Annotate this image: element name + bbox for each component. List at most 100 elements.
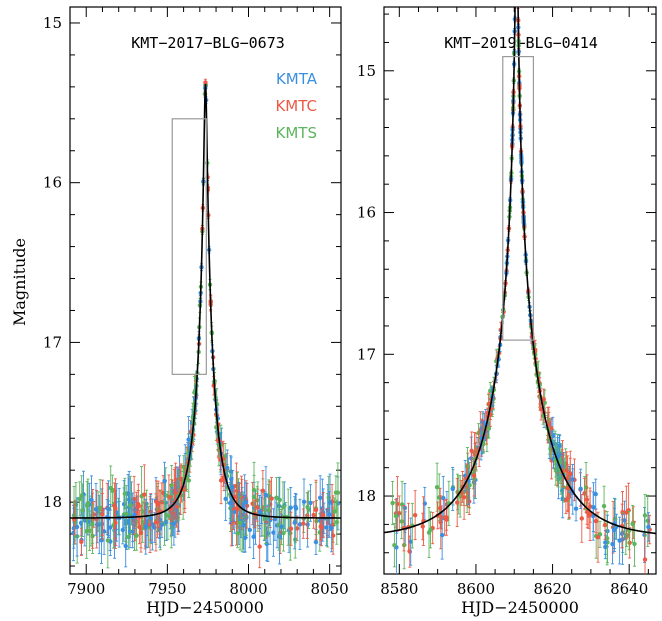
data-point-kmtc: [113, 478, 118, 540]
x-axis-label-left: HJD−2450000: [146, 598, 264, 617]
data-point-kmtc: [313, 479, 319, 541]
panel-left-title: KMT−2017−BLG−0673: [131, 34, 285, 52]
y-tick-label: 16: [357, 204, 376, 222]
model-curve: [70, 83, 341, 519]
data-point-kmtc: [182, 465, 187, 514]
x-axis-label-right: HJD−2450000: [461, 598, 579, 617]
data-points: [71, 78, 341, 569]
data-point-kmts: [235, 518, 240, 549]
legend-kmta: KMTA: [276, 70, 318, 88]
data-point-kmtc: [136, 483, 141, 525]
y-tick-label: 17: [357, 345, 376, 363]
data-point-kmtc: [595, 511, 601, 563]
y-tick-label: 18: [357, 487, 376, 505]
data-point-kmts: [266, 483, 271, 537]
plot-frame: [69, 6, 342, 575]
y-tick-label: 17: [43, 333, 62, 351]
data-point-kmts: [314, 499, 319, 543]
data-point-kmts: [393, 501, 399, 531]
data-point-kmta: [646, 512, 651, 542]
data-point-kmta: [327, 491, 332, 538]
data-point-kmta: [479, 422, 485, 455]
legend-kmts: KMTS: [276, 124, 317, 142]
data-point-kmts: [513, 0, 517, 4]
y-tick-label: 15: [357, 62, 376, 80]
data-point-kmts: [274, 477, 279, 519]
data-point-kmts: [280, 481, 286, 533]
data-point-kmts: [630, 504, 635, 543]
y-tick-label: 16: [43, 174, 62, 192]
x-tick-label: 7900: [67, 580, 105, 598]
data-point-kmtc: [549, 417, 554, 439]
data-point-kmtc: [100, 492, 105, 536]
data-point-kmtc: [454, 478, 460, 527]
data-point-kmta: [297, 498, 303, 550]
data-point-kmta: [171, 502, 177, 546]
x-tick-label: 7950: [148, 580, 186, 598]
data-point-kmtc: [439, 505, 444, 530]
data-point-kmtc: [513, 0, 517, 1]
data-point-kmta: [593, 478, 598, 510]
data-point-kmta: [329, 503, 334, 553]
x-tick-label: 8050: [311, 580, 349, 598]
data-point-kmts: [426, 507, 432, 559]
data-point-kmtc: [311, 501, 316, 529]
data-point-kmta: [93, 482, 99, 536]
data-point-kmtc: [420, 512, 425, 541]
data-point-kmts: [281, 514, 286, 552]
data-point-kmtc: [138, 517, 144, 549]
data-point-kmta: [241, 497, 247, 553]
data-point-kmts: [110, 474, 115, 507]
panel-right-kmt-2019-blg-0414: KMT−2019−BLG−0414 HJD−2450000 8580 8600 86…: [357, 0, 657, 617]
data-point-kmta: [279, 513, 284, 540]
y-tick-label: 18: [43, 493, 62, 511]
data-point-kmts: [97, 479, 103, 537]
data-point-kmts: [399, 503, 404, 540]
data-point-kmta: [243, 482, 249, 523]
data-point-kmts: [251, 461, 257, 519]
data-point-kmta: [612, 507, 617, 553]
data-point-kmtc: [516, 0, 520, 1]
data-point-kmta: [143, 498, 148, 555]
data-point-kmts: [434, 462, 440, 512]
data-point-kmtc: [254, 493, 260, 522]
data-point-kmts: [80, 483, 85, 537]
data-point-kmtc: [565, 464, 570, 513]
legend-kmtc: KMTC: [275, 97, 317, 115]
zoom-region-box: [171, 118, 207, 375]
data-point-kmtc: [79, 527, 84, 556]
data-point-kmta: [162, 461, 167, 501]
data-point-kmts: [90, 504, 95, 544]
data-point-kmta: [148, 494, 153, 543]
data-point-kmts: [165, 491, 171, 540]
data-point-kmta: [263, 466, 269, 524]
data-point-kmta: [186, 416, 191, 464]
y-tick-label: 15: [43, 14, 62, 32]
data-point-kmta: [439, 510, 445, 560]
data-point-kmtc: [412, 490, 418, 541]
data-point-kmtc: [172, 467, 178, 520]
data-point-kmtc: [301, 508, 306, 539]
data-point-kmta: [257, 495, 262, 529]
data-point-kmta: [127, 514, 133, 548]
data-point-kmtc: [469, 431, 474, 471]
data-point-kmts: [134, 520, 139, 551]
data-point-kmtc: [153, 493, 159, 552]
data-point-kmta: [317, 475, 323, 521]
data-point-kmts: [124, 485, 129, 543]
data-point-kmtc: [545, 406, 551, 444]
data-point-kmts: [84, 503, 89, 559]
data-point-kmta: [573, 496, 579, 522]
data-point-kmts: [390, 480, 395, 526]
data-point-kmta: [107, 504, 113, 551]
data-point-kmta: [308, 484, 313, 522]
data-point-kmtc: [321, 492, 326, 539]
data-point-kmta: [227, 481, 233, 525]
data-point-kmta: [557, 435, 562, 457]
data-point-kmta: [450, 466, 455, 511]
data-point-kmta: [555, 437, 561, 477]
data-point-kmts: [642, 494, 648, 537]
data-point-kmta: [591, 482, 596, 533]
data-point-kmtc: [602, 510, 608, 540]
data-point-kmta: [617, 516, 622, 565]
